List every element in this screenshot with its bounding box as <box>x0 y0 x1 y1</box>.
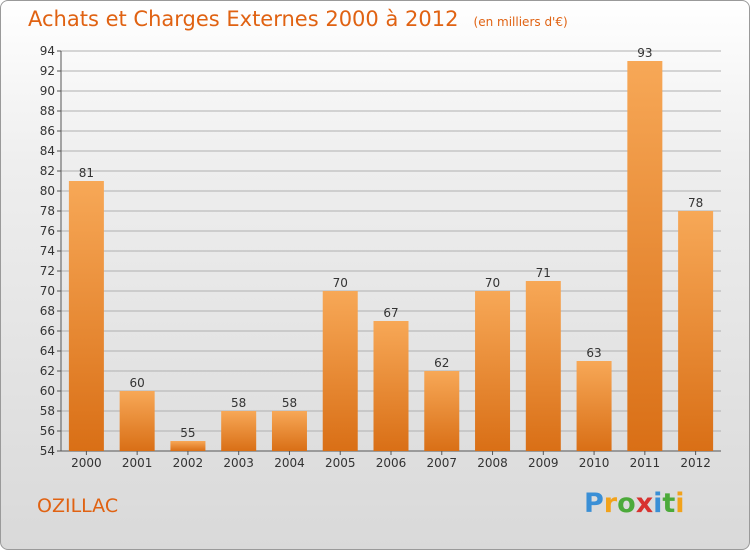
bar <box>576 361 612 451</box>
y-tick-label: 88 <box>40 104 55 118</box>
bar-value-label: 71 <box>536 266 551 280</box>
y-tick-label: 82 <box>40 164 55 178</box>
x-tick-label: 2006 <box>376 456 407 470</box>
y-tick-label: 60 <box>40 384 55 398</box>
y-tick-label: 74 <box>40 244 55 258</box>
bar-value-label: 67 <box>383 306 398 320</box>
x-tick-label: 2012 <box>680 456 711 470</box>
y-tick-label: 84 <box>40 144 55 158</box>
y-tick-label: 80 <box>40 184 55 198</box>
x-tick-label: 2001 <box>122 456 153 470</box>
x-tick-label: 2010 <box>579 456 610 470</box>
title-row: Achats et Charges Externes 2000 à 2012 (… <box>28 7 568 31</box>
bar-value-label: 58 <box>282 396 297 410</box>
y-tick-label: 78 <box>40 204 55 218</box>
y-tick-label: 68 <box>40 304 55 318</box>
chart-subtitle: (en milliers d'€) <box>473 15 568 29</box>
logo-letter: r <box>603 488 618 519</box>
bar-value-label: 63 <box>586 346 601 360</box>
bar <box>170 441 206 451</box>
y-tick-label: 54 <box>40 444 55 458</box>
y-tick-label: 92 <box>40 64 55 78</box>
bar-value-label: 55 <box>180 426 195 440</box>
bar <box>424 371 460 451</box>
bar <box>475 291 511 451</box>
bar <box>322 291 358 451</box>
x-tick-label: 2009 <box>528 456 559 470</box>
y-tick-label: 72 <box>40 264 55 278</box>
logo-letter: o <box>617 488 636 519</box>
bar-value-label: 78 <box>688 196 703 210</box>
y-tick-label: 90 <box>40 84 55 98</box>
y-tick-label: 56 <box>40 424 55 438</box>
x-tick-label: 2011 <box>630 456 661 470</box>
y-tick-label: 76 <box>40 224 55 238</box>
bar-value-label: 62 <box>434 356 449 370</box>
x-tick-label: 2003 <box>223 456 254 470</box>
proxiti-logo[interactable]: Proxiti <box>584 488 685 519</box>
chart-title: Achats et Charges Externes 2000 à 2012 <box>28 7 459 31</box>
bar <box>373 321 409 451</box>
bar-value-label: 58 <box>231 396 246 410</box>
bar-value-label: 70 <box>485 276 500 290</box>
logo-letter: i <box>675 488 685 519</box>
bar-value-label: 60 <box>130 376 145 390</box>
x-tick-label: 2000 <box>71 456 102 470</box>
x-tick-label: 2005 <box>325 456 356 470</box>
x-tick-label: 2008 <box>477 456 508 470</box>
bar-value-label: 81 <box>79 166 94 180</box>
y-tick-label: 62 <box>40 364 55 378</box>
logo-letter: P <box>584 488 604 519</box>
y-tick-label: 94 <box>40 44 55 58</box>
bar <box>525 281 561 451</box>
logo-letter: t <box>662 488 676 519</box>
bar <box>221 411 257 451</box>
y-tick-label: 58 <box>40 404 55 418</box>
bar-value-label: 70 <box>333 276 348 290</box>
y-tick-label: 86 <box>40 124 55 138</box>
bar-value-label: 93 <box>637 46 652 60</box>
logo-letter: x <box>635 488 654 519</box>
x-tick-label: 2004 <box>274 456 305 470</box>
y-tick-label: 64 <box>40 344 55 358</box>
bar <box>271 411 307 451</box>
y-tick-label: 66 <box>40 324 55 338</box>
bar <box>678 211 714 451</box>
logo-letter: i <box>653 488 663 519</box>
commune-name: OZILLAC <box>37 495 119 517</box>
x-tick-label: 2007 <box>426 456 457 470</box>
x-tick-label: 2002 <box>173 456 204 470</box>
bar <box>68 181 104 451</box>
y-tick-label: 70 <box>40 284 55 298</box>
bar <box>119 391 155 451</box>
bar <box>627 61 663 451</box>
